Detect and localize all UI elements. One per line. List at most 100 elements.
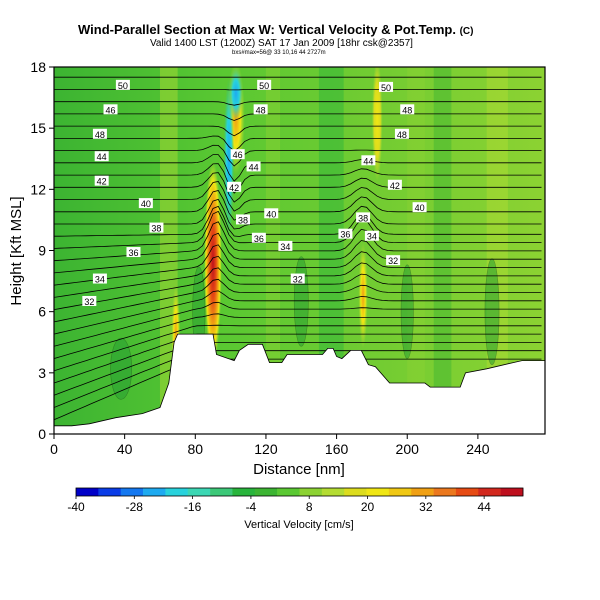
colorbar-swatch [98,488,121,496]
colorbar-swatch [299,488,323,496]
svg-text:36: 36 [340,230,350,240]
colorbar-swatch [277,488,300,496]
contour-label: 48 [92,128,107,140]
isentrope [54,113,542,121]
isentrope [54,135,542,152]
colorbar-swatch [165,488,189,496]
svg-text:48: 48 [402,105,412,115]
contour-label: 40 [412,202,427,213]
field-cell [484,258,500,365]
colorbar-swatch [232,488,256,496]
x-tick-label: 120 [254,441,278,457]
y-tick-label: 12 [30,181,46,197]
svg-text:38: 38 [151,224,161,234]
isentrope [54,267,542,310]
colorbar: -40 -28 -16 -4 8 20 32 44 [67,487,524,514]
colorbar-tick-label: -28 [126,500,144,514]
x-tick-label: 0 [50,441,58,457]
colorbar-tick-label: -4 [246,500,257,514]
contour-label: 42 [387,179,402,191]
svg-text:42: 42 [229,183,239,193]
contour-label: 50 [257,79,272,91]
svg-text:50: 50 [381,83,391,93]
svg-text:42: 42 [390,181,400,191]
plot-area: 50 46 48 44 42 40 38 36 34 32 50 48 46 44 42 38 40 36 34 32… [54,67,545,434]
isentrope [54,278,542,323]
colorbar-swatch [254,488,278,496]
isentrope [54,198,542,230]
y-tick-label: 0 [38,426,46,442]
x-tick-label: 160 [325,441,349,457]
x-tick-label: 40 [117,441,133,457]
subtitle-note: [18hr csk@2357] [337,38,413,49]
small-note: bxs#max=56@ 33 10,16 44 2727m [232,50,326,56]
contour-label: 38 [149,222,164,234]
y-tick-label: 18 [30,59,46,75]
colorbar-tick-label: 32 [419,500,433,514]
isentrope [54,324,542,372]
isentrope [54,342,542,396]
contour-label: 48 [394,128,409,140]
svg-text:36: 36 [254,234,264,244]
contour-label: 48 [253,104,268,115]
isentrope [54,232,542,274]
svg-text:38: 38 [358,213,368,223]
y-tick-label: 3 [38,365,46,381]
isentrope [54,172,542,203]
isentrope [54,190,542,221]
contour-label: 38 [235,214,250,225]
svg-text:40: 40 [415,203,425,213]
isentrope [54,350,542,408]
contour-label: 34 [364,230,379,242]
contour-label: 32 [290,273,305,285]
colorbar-swatch [210,488,233,496]
contour-label: 40 [138,198,153,209]
colorbar-swatch [120,488,144,496]
svg-text:46: 46 [233,150,243,160]
svg-text:46: 46 [106,105,116,115]
svg-text:36: 36 [128,248,138,258]
x-tick-label: 200 [396,441,420,457]
updraft-cell [358,242,368,349]
colorbar-swatch [344,488,367,496]
colorbar-swatch [455,488,479,496]
colorbar-frame [75,487,524,497]
svg-text:50: 50 [259,81,269,91]
contour-labels: 50 46 48 44 42 40 38 36 34 32 50 48 46 44 42 38 40 36 34 32… [82,79,427,307]
field-cell [110,337,133,400]
colorbar-tick-label: 20 [361,500,375,514]
colorbar-swatch [500,488,524,496]
contour-label: 36 [126,247,141,258]
svg-text:42: 42 [97,177,107,187]
colorbar-swatch [411,488,434,496]
colorbar-swatch [187,488,211,496]
y-axis: 0 3 6 9 12 15 18 [30,59,54,442]
isentrope [54,101,542,106]
isentrope [54,89,542,91]
chart-subtitle: Valid 1400 LST (1200Z) SAT 17 Jan 2009 [… [150,38,413,49]
colorbar-swatch [433,488,457,496]
svg-text:40: 40 [141,199,151,209]
colorbar-swatch [366,488,390,496]
colorbar-tick-label: -16 [184,500,202,514]
svg-text:48: 48 [256,105,266,115]
contour-label: 44 [361,155,376,166]
contour-label: 42 [227,181,242,193]
isentrope-lines [54,76,542,421]
contour-label: 34 [92,273,107,285]
contour-label: 44 [94,151,109,162]
svg-text:34: 34 [280,242,290,252]
colorbar-label: Vertical Velocity [cm/s] [244,519,353,531]
y-axis-label: Height [Kft MSL] [8,196,25,305]
downdraft-cell [223,77,235,241]
colorbar-swatch [388,488,412,496]
isentrope [54,244,542,286]
colorbar-tick-label: -40 [67,500,85,514]
svg-text:44: 44 [97,152,107,162]
contour-label: 44 [246,161,261,172]
contour-label: 32 [82,295,97,307]
contour-label: 50 [115,79,130,91]
isentrope [54,125,542,137]
colorbar-tick-label: 8 [306,500,313,514]
svg-text:44: 44 [249,162,259,172]
